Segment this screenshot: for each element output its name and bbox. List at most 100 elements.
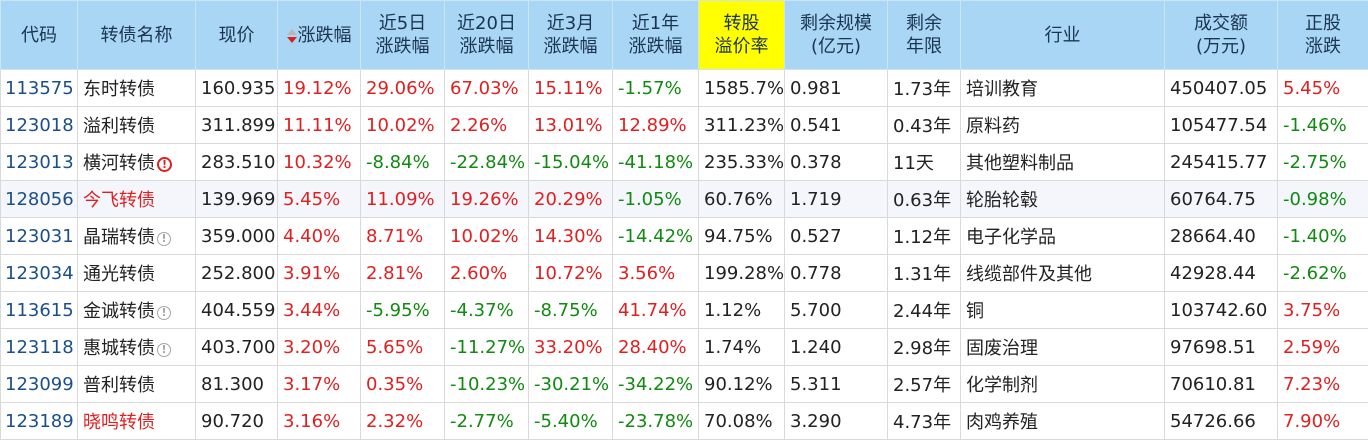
change-1y-cell: -41.18%	[612, 143, 699, 181]
bond-name-link[interactable]: 通光转债	[77, 254, 196, 292]
premium-cell: 1.74%	[698, 328, 785, 366]
info-icon[interactable]: !	[157, 343, 171, 357]
bond-name-link[interactable]: 普利转债	[77, 365, 196, 403]
change-cell: 3.91%	[277, 254, 361, 292]
bond-code-link[interactable]: 128056	[0, 180, 78, 218]
table-row[interactable]: 123031 晶瑞转债! 359.000 4.40% 8.71% 10.02% …	[0, 217, 1368, 255]
table-row[interactable]: 123034 通光转债 252.800 3.91% 2.81% 2.60% 10…	[0, 254, 1368, 292]
table-row[interactable]: 123118 惠城转债! 403.700 3.20% 5.65% -11.27%…	[0, 328, 1368, 366]
sort-indicator-icon	[286, 28, 297, 43]
bond-name-link[interactable]: 今飞转债	[77, 180, 196, 218]
header-name[interactable]: 转债名称	[77, 0, 196, 70]
header-stock-line2: 涨跌	[1305, 36, 1341, 57]
header-years[interactable]: 剩余 年限	[887, 0, 961, 70]
bond-name: 晓鸣转债	[83, 412, 155, 433]
change-3m-cell: 13.01%	[528, 106, 613, 144]
change-20d-cell: 2.60%	[444, 254, 529, 292]
bond-code-link[interactable]: 123118	[0, 328, 78, 366]
table-row[interactable]: 113615 金诚转债! 404.559 3.44% -5.95% -4.37%…	[0, 291, 1368, 329]
change-20d-cell: -10.23%	[444, 365, 529, 403]
bond-name-link[interactable]: 金诚转债!	[77, 291, 196, 329]
change-3m-cell: 20.29%	[528, 180, 613, 218]
bond-code-link[interactable]: 123034	[0, 254, 78, 292]
change-cell: 3.44%	[277, 291, 361, 329]
bond-code-link[interactable]: 123013	[0, 143, 78, 181]
header-scale[interactable]: 剩余规模 (亿元)	[784, 0, 888, 70]
stock-change-cell: 3.75%	[1277, 291, 1368, 329]
header-price[interactable]: 现价	[195, 0, 278, 70]
bond-code-link[interactable]: 113575	[0, 69, 78, 107]
header-name-label: 转债名称	[100, 24, 173, 46]
table-row[interactable]: 123189 晓鸣转债 90.720 3.16% 2.32% -2.77% -5…	[0, 402, 1368, 440]
header-change[interactable]: 涨跌幅	[277, 0, 361, 70]
bond-code-link[interactable]: 123099	[0, 365, 78, 403]
header-chg3m[interactable]: 近3月 涨跌幅	[528, 0, 613, 70]
volume-cell: 105477.54	[1164, 106, 1278, 144]
years-cell: 4.73年	[887, 402, 961, 440]
bond-code-link[interactable]: 123031	[0, 217, 78, 255]
bond-name-link[interactable]: 东时转债	[77, 69, 196, 107]
header-chg20d-line2: 涨跌幅	[459, 36, 514, 57]
years-cell: 2.44年	[887, 291, 961, 329]
bond-code-link[interactable]: 113615	[0, 291, 78, 329]
bond-name-link[interactable]: 惠城转债!	[77, 328, 196, 366]
info-icon[interactable]: !	[157, 306, 171, 320]
header-chg5d[interactable]: 近5日 涨跌幅	[360, 0, 445, 70]
scale-cell: 0.527	[784, 217, 888, 255]
price-cell: 90.720	[195, 402, 278, 440]
header-stock-change[interactable]: 正股 涨跌	[1277, 0, 1368, 70]
table-row[interactable]: 123018 溢利转债 311.899 11.11% 10.02% 2.26% …	[0, 106, 1368, 144]
change-3m-cell: 14.30%	[528, 217, 613, 255]
header-years-line2: 年限	[906, 36, 942, 57]
premium-cell: 94.75%	[698, 217, 785, 255]
bond-code-link[interactable]: 123189	[0, 402, 78, 440]
industry-cell: 轮胎轮毂	[960, 180, 1165, 218]
price-cell: 404.559	[195, 291, 278, 329]
info-icon[interactable]: !	[157, 232, 171, 246]
bond-name-link[interactable]: 溢利转债	[77, 106, 196, 144]
change-5d-cell: -5.95%	[360, 291, 445, 329]
header-volume[interactable]: 成交额 (万元)	[1164, 0, 1278, 70]
change-cell: 19.12%	[277, 69, 361, 107]
price-cell: 311.899	[195, 106, 278, 144]
volume-cell: 60764.75	[1164, 180, 1278, 218]
bond-name: 普利转债	[83, 375, 155, 396]
volume-cell: 245415.77	[1164, 143, 1278, 181]
change-3m-cell: 10.72%	[528, 254, 613, 292]
bond-name-link[interactable]: 横河转债!	[77, 143, 196, 181]
change-20d-cell: 10.02%	[444, 217, 529, 255]
price-cell: 359.000	[195, 217, 278, 255]
change-3m-cell: 15.11%	[528, 69, 613, 107]
change-1y-cell: 12.89%	[612, 106, 699, 144]
header-scale-line1: 剩余规模	[800, 13, 872, 34]
years-cell: 11天	[887, 143, 961, 181]
header-price-label: 现价	[218, 24, 255, 46]
bond-code-link[interactable]: 123018	[0, 106, 78, 144]
change-3m-cell: -8.75%	[528, 291, 613, 329]
header-premium[interactable]: 转股 溢价率	[698, 0, 785, 70]
warning-icon[interactable]: !	[157, 157, 172, 172]
header-industry[interactable]: 行业	[960, 0, 1165, 70]
scale-cell: 0.981	[784, 69, 888, 107]
header-code[interactable]: 代码	[0, 0, 78, 70]
header-chg1y[interactable]: 近1年 涨跌幅	[612, 0, 699, 70]
header-premium-line1: 转股	[723, 13, 760, 34]
bond-name-link[interactable]: 晶瑞转债!	[77, 217, 196, 255]
table-row[interactable]: 123013 横河转债! 283.510 10.32% -8.84% -22.8…	[0, 143, 1368, 181]
bond-name-link[interactable]: 晓鸣转债	[77, 402, 196, 440]
change-3m-cell: 33.20%	[528, 328, 613, 366]
header-chg5d-line2: 涨跌幅	[375, 36, 430, 57]
industry-cell: 化学制剂	[960, 365, 1165, 403]
header-chg20d[interactable]: 近20日 涨跌幅	[444, 0, 529, 70]
header-stock-line1: 正股	[1305, 13, 1341, 34]
change-5d-cell: 0.35%	[360, 365, 445, 403]
change-3m-cell: -30.21%	[528, 365, 613, 403]
change-1y-cell: 28.40%	[612, 328, 699, 366]
table-row[interactable]: 113575 东时转债 160.935 19.12% 29.06% 67.03%…	[0, 69, 1368, 107]
bond-name: 惠城转债	[83, 338, 155, 359]
table-row[interactable]: 128056 今飞转债 139.969 5.45% 11.09% 19.26% …	[0, 180, 1368, 218]
table-row[interactable]: 123099 普利转债 81.300 3.17% 0.35% -10.23% -…	[0, 365, 1368, 403]
change-20d-cell: -22.84%	[444, 143, 529, 181]
premium-cell: 1585.7%	[698, 69, 785, 107]
scale-cell: 0.778	[784, 254, 888, 292]
